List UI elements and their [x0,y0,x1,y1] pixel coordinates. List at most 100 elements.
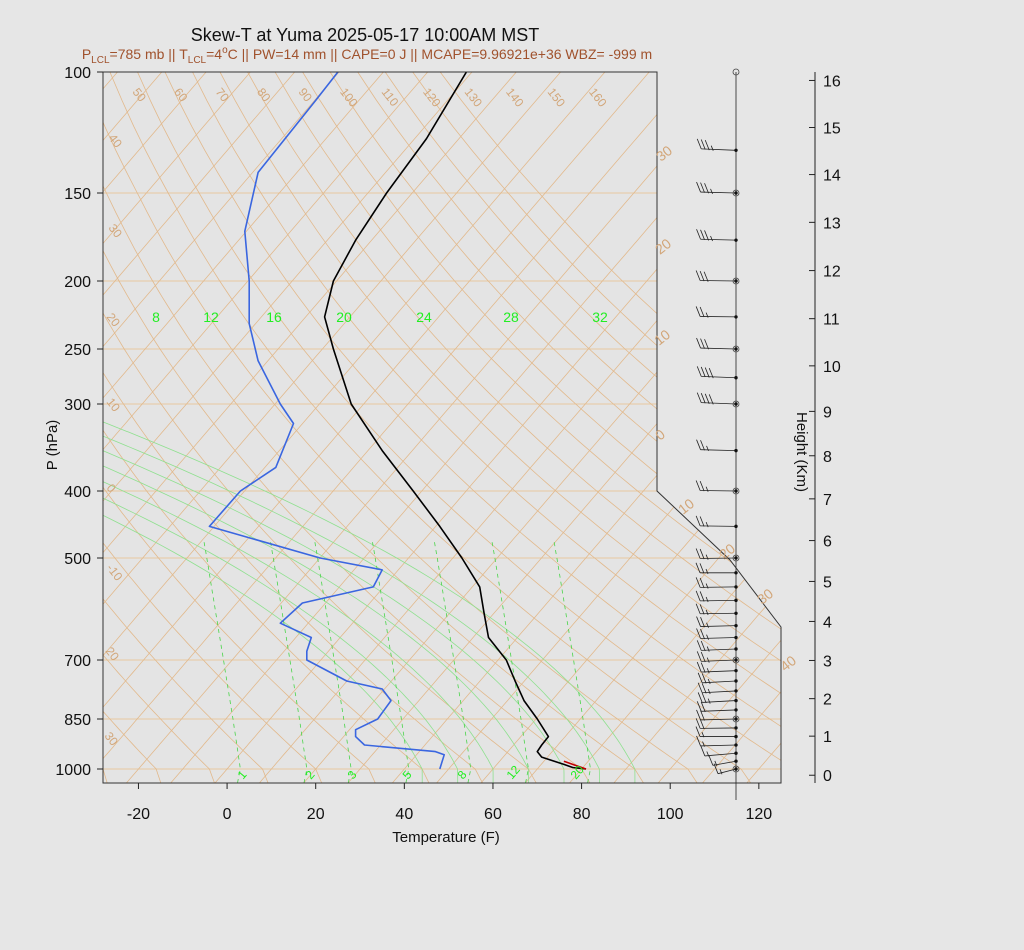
dry-adiabat-line [384,72,781,477]
barb-level-marker [732,189,740,197]
barb-level-marker [732,554,740,562]
dry-adiabat-line [103,121,698,783]
barb-dot [734,315,738,319]
dry-adiabat-line [103,185,644,783]
dry-adiabat-line [103,598,269,783]
barb-dot [734,689,738,693]
x-tick-label: 100 [657,806,684,823]
x-tick-label: 120 [745,806,772,823]
dry-adiabat-line [357,72,781,507]
mixing-ratio-line [491,539,529,783]
barb-dot [734,571,738,575]
isotherm-line [103,72,473,502]
dry-adiabat-line [103,312,537,783]
wind-barb [695,726,736,738]
wind-barb [696,701,737,713]
dry-adiabat-line [192,72,781,694]
height-tick-label: 5 [823,574,832,591]
dry-adiabat-line [103,654,215,783]
subtitle-sep: || [164,46,179,62]
wind-barb [696,628,737,640]
wind-barb [696,709,737,721]
subtitle-lcl-p-value: =785 mb [110,46,165,62]
wind-barbs [695,68,740,800]
wind-barb [696,138,737,151]
isotherm-line [103,72,694,760]
x-tick-label: 60 [484,806,502,823]
height-tick-label: 12 [823,264,841,281]
moist-adiabat-line [103,481,494,783]
barb-dot [734,726,738,730]
subtitle-lcl-t-value: =4 [206,46,222,62]
wind-barb [696,181,737,195]
barb-dot [734,698,738,703]
height-tick-label: 11 [823,312,840,329]
y-tick-label: 250 [64,342,91,359]
isotherm-line [214,124,781,783]
chart-subtitle: PLCL=785 mb || TLCL=4oC || PW=14 mm || C… [82,45,652,66]
series-line-parcel [563,760,587,770]
barb-dot [734,647,738,651]
wind-barb [695,562,736,575]
mixing-ratio-line [553,539,591,783]
barb-dot [734,623,738,628]
barb-dot [734,448,738,453]
moist-adiabat-label: 16 [266,309,282,325]
y-tick-label: 850 [64,712,91,729]
barb-dot [734,751,738,755]
barb-dot [734,658,738,662]
wind-barb [696,616,737,628]
barb-dot [734,347,738,351]
barb-dot [734,279,738,283]
moist-adiabat-line [103,497,459,783]
isotherm-line [569,536,781,783]
barb-level-marker [732,656,740,664]
height-axis-label: Height (Km) [793,412,810,492]
wind-barb [697,692,737,704]
barb-dot [734,743,738,747]
isotherm-line [103,72,517,554]
wind-barb [696,229,737,242]
dry-adiabat-line [247,72,781,630]
mixing-ratio-line [314,539,352,783]
y-tick-label: 200 [64,274,91,291]
series-layer [208,72,781,770]
series-line-temperature [323,72,587,770]
isotherm-line [170,72,781,783]
isotherm-line [103,72,429,451]
dry-adiabat-line [219,72,781,662]
wind-barb [695,548,737,560]
wind-barb [696,640,737,652]
plot-frame: -20 0 20 40 60 80 100 120 100 150 200 250 300 400 500 7… [55,65,782,823]
subtitle-lcl-t-sub: LCL [188,55,207,66]
barb-dot [734,679,738,683]
wind-barb [695,718,737,730]
wind-barb [700,745,737,757]
dry-adiabat-line [103,429,430,783]
x-tick-label: 80 [573,806,591,823]
height-tick-label: 4 [823,614,832,631]
height-tick-label: 16 [823,73,841,90]
subtitle-p: P [82,46,91,62]
isotherm-line [746,742,781,783]
y-tick-label: 150 [64,186,91,203]
wind-barb [708,755,737,767]
isotherm-line [259,175,781,783]
moist-adiabat-line [103,450,565,783]
barb-dot [734,611,738,615]
moist-adiabat-line [103,421,636,783]
wind-barb [696,366,737,379]
barb-dot [734,148,738,152]
dry-adiabat-line [302,72,781,567]
barb-level-marker [732,765,740,773]
wind-barb [695,603,737,616]
wind-barb [696,651,737,663]
plot-outline [102,71,782,784]
barb-dot [734,598,738,603]
isotherm-line [103,72,650,708]
height-tick-label: 13 [823,215,841,232]
subtitle-degree: o [222,45,228,56]
barb-level-marker [732,277,740,285]
wind-barb [695,270,737,282]
